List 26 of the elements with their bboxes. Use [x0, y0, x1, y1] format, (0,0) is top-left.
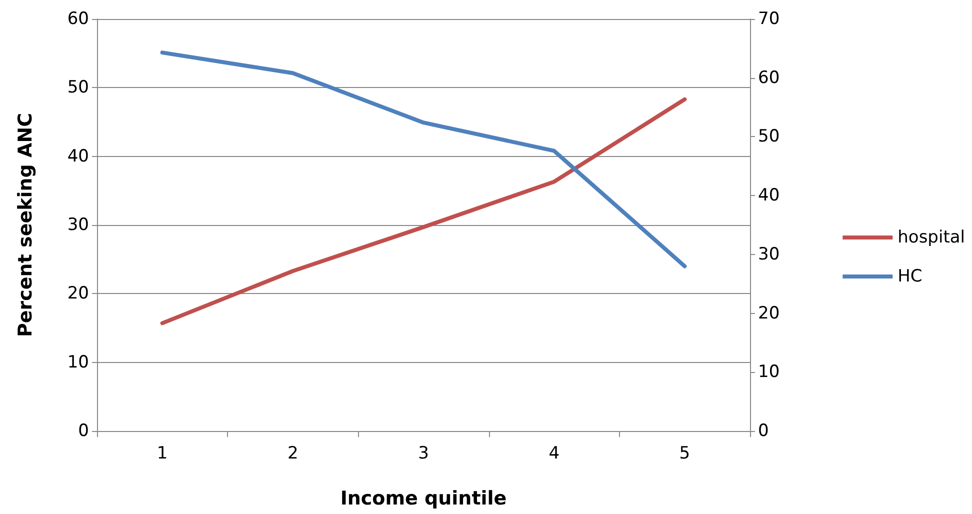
y-axis-title: Percent seeking ANC [14, 112, 36, 338]
y-tick-label: 30 [67, 215, 89, 235]
y2-tick-label: 0 [758, 421, 769, 441]
line-series [160, 97, 687, 326]
legend-label: HC [898, 266, 922, 286]
line-series [160, 50, 687, 268]
x-tick-label: 5 [679, 444, 690, 464]
y2-tick-label: 60 [758, 68, 780, 88]
y2-tick-label: 50 [758, 126, 780, 147]
y-tick-label: 20 [67, 284, 89, 304]
y-tick-label: 10 [67, 352, 89, 372]
x-tick-label: 1 [156, 444, 168, 464]
y-tick-label: 0 [78, 421, 89, 441]
x-axis-title: Income quintile [340, 488, 507, 510]
y-tick-label: 40 [67, 146, 89, 166]
x-tick-label: 3 [418, 444, 429, 464]
y2-tick-label: 20 [758, 303, 780, 324]
y2-tick-label: 30 [758, 244, 780, 264]
y2-tick-label: 70 [758, 9, 780, 29]
legend-label: hospital [898, 228, 966, 248]
y-tick-label: 50 [67, 78, 89, 98]
x-tick-label: 4 [548, 444, 560, 464]
y2-tick-label: 40 [758, 186, 780, 206]
x-tick-label: 2 [287, 444, 298, 464]
y2-tick-label: 10 [758, 362, 780, 382]
y-tick-label: 60 [67, 9, 89, 29]
